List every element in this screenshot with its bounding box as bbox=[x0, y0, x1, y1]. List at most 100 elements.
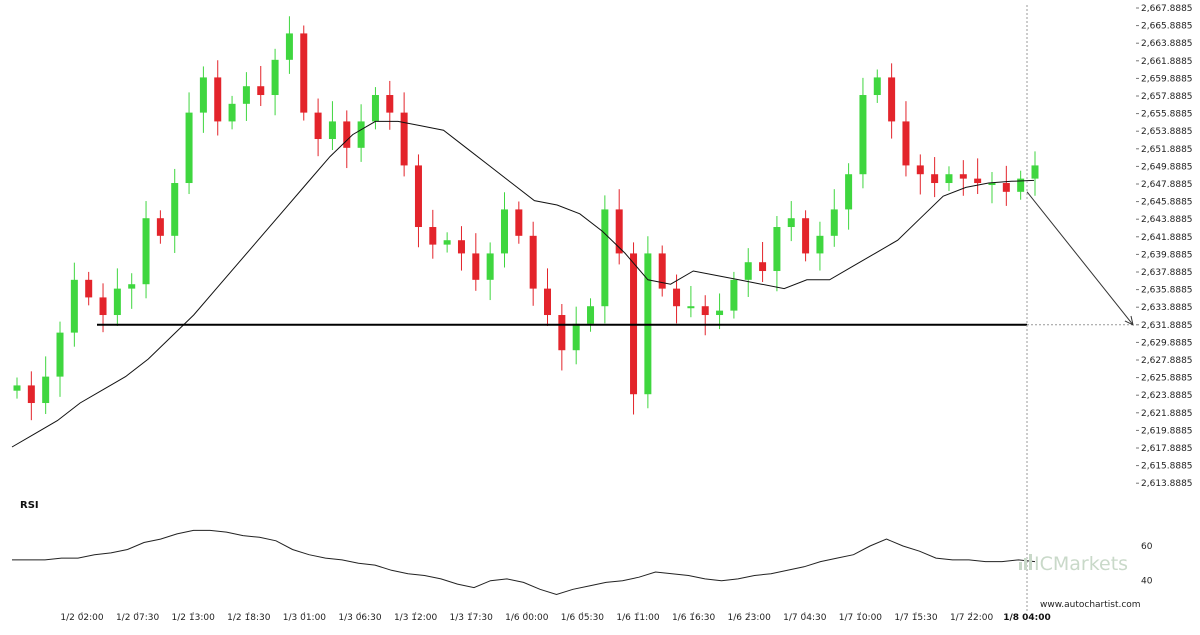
candle-body bbox=[802, 218, 810, 254]
time-tick-label: 1/2 02:00 bbox=[60, 613, 104, 623]
candle-body bbox=[271, 59, 279, 96]
moving-average-line bbox=[11, 120, 1035, 448]
candle-body bbox=[974, 178, 982, 184]
candle-body bbox=[113, 288, 121, 316]
forecast-arrow-head bbox=[1124, 315, 1134, 326]
candle-body bbox=[13, 385, 21, 391]
candle-body bbox=[70, 279, 78, 333]
broker-watermark: ICMarkets bbox=[1019, 553, 1128, 575]
candle-body bbox=[888, 77, 896, 122]
candle-body bbox=[414, 165, 422, 228]
candle-body bbox=[56, 332, 64, 377]
candle-body bbox=[142, 218, 150, 285]
time-tick-label: 1/6 11:00 bbox=[616, 613, 660, 623]
candle-body bbox=[658, 253, 666, 289]
candle-body bbox=[515, 209, 523, 236]
price-tick-label: 2,661.8885 bbox=[1141, 57, 1193, 67]
time-tick-label: 1/6 23:00 bbox=[728, 613, 772, 623]
price-tick-label: 2,663.8885 bbox=[1141, 39, 1193, 49]
price-tick-label: 2,625.8885 bbox=[1141, 374, 1193, 384]
time-tick-label: 1/6 16:30 bbox=[672, 613, 716, 623]
candle-body bbox=[400, 112, 408, 166]
candle-body bbox=[730, 279, 738, 311]
price-tick-label: 2,649.8885 bbox=[1141, 162, 1193, 172]
price-tick-label: 2,613.8885 bbox=[1141, 479, 1193, 489]
candle-body bbox=[845, 174, 853, 210]
forecast-arrow bbox=[1026, 191, 1134, 326]
price-tick-label: 2,633.8885 bbox=[1141, 303, 1193, 313]
candle-body bbox=[443, 240, 451, 245]
candle-body bbox=[199, 77, 207, 113]
candle-body bbox=[558, 315, 566, 351]
time-tick-label: 1/7 22:00 bbox=[950, 613, 994, 623]
candle-body bbox=[27, 385, 35, 404]
candle-body bbox=[1017, 178, 1025, 192]
candle-body bbox=[830, 209, 838, 236]
candle-body bbox=[601, 209, 609, 307]
price-tick-label: 2,659.8885 bbox=[1141, 74, 1193, 84]
candle-body bbox=[429, 227, 437, 245]
price-tick-label: 2,621.8885 bbox=[1141, 409, 1193, 419]
candle-body bbox=[457, 240, 465, 254]
price-tick-label: 2,665.8885 bbox=[1141, 22, 1193, 32]
candle-body bbox=[42, 376, 50, 404]
candle-body bbox=[931, 174, 939, 184]
time-tick-label: 1/7 04:30 bbox=[783, 613, 827, 623]
candle-body bbox=[759, 262, 767, 272]
candle-body bbox=[300, 33, 308, 113]
price-tick-label: 2,617.8885 bbox=[1141, 444, 1193, 454]
time-tick-label: 1/3 06:30 bbox=[338, 613, 382, 623]
price-tick-label: 2,635.8885 bbox=[1141, 286, 1193, 296]
time-tick-label: 1/3 12:00 bbox=[394, 613, 438, 623]
watermark-text: ICMarkets bbox=[1034, 553, 1128, 575]
price-tick-label: 2,643.8885 bbox=[1141, 215, 1193, 225]
candle-body bbox=[959, 174, 967, 179]
candle-body bbox=[357, 121, 365, 148]
rsi-label: RSI bbox=[20, 500, 39, 511]
time-tick-label: 1/3 17:30 bbox=[450, 613, 494, 623]
time-axis: 1/2 02:00 1/2 07:30 1/2 13:00 1/2 18:30 1/3 … bbox=[60, 612, 1051, 623]
rsi-tick-label: 60 bbox=[1141, 542, 1153, 552]
price-tick-label: 2,629.8885 bbox=[1141, 338, 1193, 348]
candle-body bbox=[773, 227, 781, 272]
rsi-tick-label: 40 bbox=[1141, 577, 1153, 587]
price-tick-label: 2,637.8885 bbox=[1141, 268, 1193, 278]
candle-body bbox=[916, 165, 924, 175]
time-tick-label: 1/6 05:30 bbox=[561, 613, 605, 623]
candle-body bbox=[472, 253, 480, 280]
price-tick-label: 2,623.8885 bbox=[1141, 391, 1193, 401]
price-tick-label: 2,645.8885 bbox=[1141, 198, 1193, 208]
candle-body bbox=[701, 306, 709, 316]
candle-body bbox=[859, 95, 867, 175]
rsi-line bbox=[12, 529, 1036, 596]
candle-body bbox=[716, 310, 724, 316]
watermark-logo-icon bbox=[1019, 554, 1032, 570]
price-tick-label: 2,639.8885 bbox=[1141, 250, 1193, 260]
rsi-axis: 60 40 bbox=[1141, 542, 1153, 587]
candle-body bbox=[328, 121, 336, 140]
candle-body bbox=[242, 86, 250, 104]
price-tick-label: 2,657.8885 bbox=[1141, 92, 1193, 102]
candle-body bbox=[156, 218, 164, 236]
price-tick-label: 2,647.8885 bbox=[1141, 180, 1193, 190]
price-tick-label: 2,641.8885 bbox=[1141, 233, 1193, 243]
price-tick-label: 2,631.8885 bbox=[1141, 321, 1193, 331]
candle-body bbox=[386, 95, 394, 113]
candle-body bbox=[99, 297, 107, 316]
candle-body bbox=[371, 95, 379, 122]
candle-body bbox=[85, 279, 93, 298]
candle-body bbox=[687, 306, 695, 309]
candle-body bbox=[572, 323, 580, 351]
candle-body bbox=[615, 209, 623, 254]
candle-body bbox=[1031, 165, 1039, 179]
candle-body bbox=[314, 112, 322, 140]
price-tick-label: 2,619.8885 bbox=[1141, 426, 1193, 436]
price-tick-label: 2,655.8885 bbox=[1141, 110, 1193, 120]
source-url: www.autochartist.com bbox=[1040, 600, 1141, 610]
price-tick-label: 2,651.8885 bbox=[1141, 145, 1193, 155]
candle-body bbox=[486, 253, 494, 280]
candle-body bbox=[544, 288, 552, 316]
